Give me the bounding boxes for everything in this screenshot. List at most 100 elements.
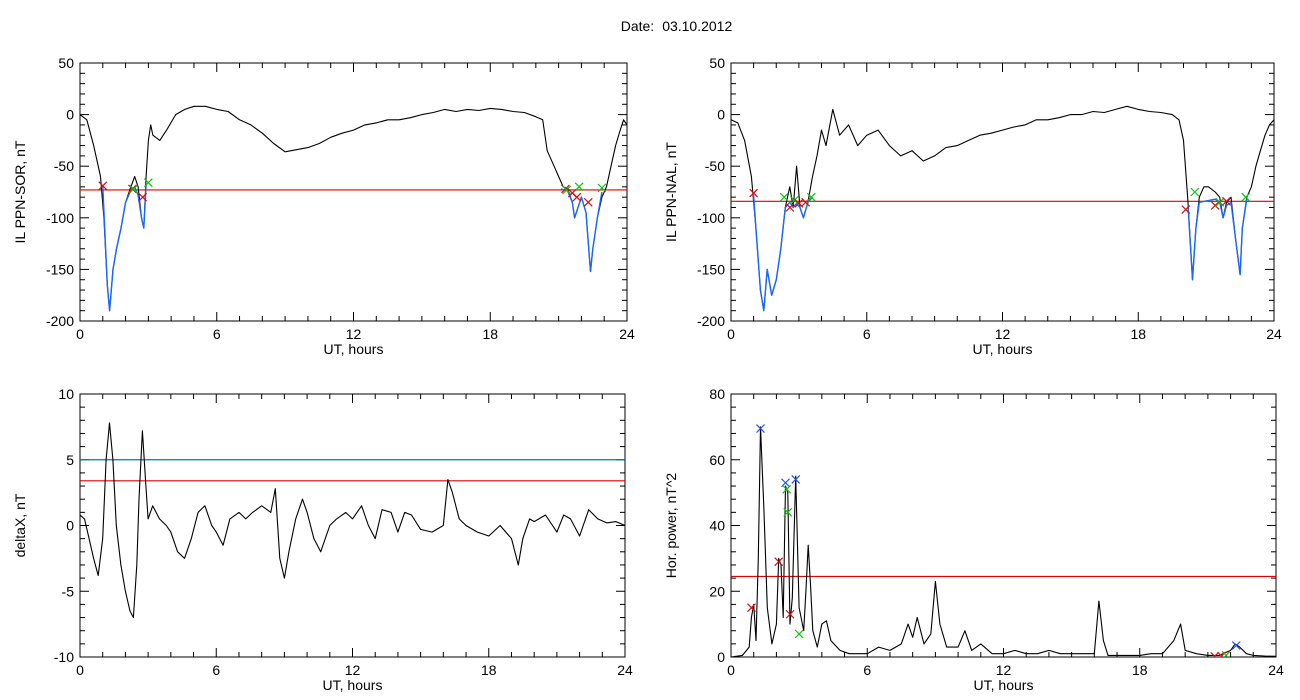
y-axis-label: deltaX, nT (12, 493, 28, 557)
y-tick-label: -200 (46, 313, 74, 329)
y-tick-label: -150 (697, 261, 725, 277)
x-tick-label: 18 (1130, 326, 1146, 342)
x-marker (783, 507, 793, 517)
x-axis-label: UT, hours (323, 677, 383, 693)
x-tick-label: 24 (1266, 326, 1282, 342)
y-tick-label: 10 (58, 386, 74, 402)
x-marker (138, 192, 148, 202)
plot-frame (79, 62, 628, 322)
x-marker (572, 192, 582, 202)
y-tick-label: 40 (709, 518, 725, 534)
highlight-series-line (102, 184, 147, 312)
y-tick-label: 0 (717, 649, 725, 665)
x-marker (774, 557, 784, 567)
chart-date-title: Date: 03.10.2012 (0, 18, 1300, 34)
highlight-series-line (752, 195, 814, 312)
x-marker (1210, 200, 1220, 210)
x-tick-label: 0 (727, 662, 735, 678)
y-tick-label: 60 (709, 452, 725, 468)
x-tick-label: 24 (617, 662, 633, 678)
y-tick-label: 0 (717, 107, 725, 123)
x-marker (785, 203, 795, 212)
y-axis-label: IL PPN-NAL, nT (663, 142, 679, 242)
date-value: 03.10.2012 (662, 18, 733, 34)
x-marker (779, 192, 789, 202)
x-tick-label: 0 (76, 662, 84, 678)
plot-frame (730, 62, 1275, 322)
x-axis-label: UT, hours (973, 341, 1033, 357)
y-tick-label: 5 (66, 452, 74, 468)
x-marker (785, 609, 795, 619)
x-marker (1241, 192, 1251, 202)
x-tick-label: 12 (996, 662, 1012, 678)
y-tick-label: -200 (697, 313, 725, 329)
y-tick-label: -150 (46, 261, 74, 277)
y-tick-label: -10 (54, 649, 74, 665)
x-marker (789, 195, 799, 205)
x-marker (597, 183, 607, 193)
y-axis-label: IL PPN-SOR, nT (12, 140, 28, 243)
x-marker (98, 181, 108, 191)
y-tick-label: -100 (697, 210, 725, 226)
chart-panel-1: 0 6 12 18 24 -200 -150 -100 -50 0 50 UT, hours IL PP… (12, 55, 635, 357)
x-axis-label: UT, hours (324, 341, 384, 357)
y-tick-label: 50 (58, 55, 74, 71)
chart-panel-4: 0 6 12 18 24 0 20 40 60 80 UT, hours Hor. power, nT… (663, 386, 1284, 693)
x-marker (1221, 650, 1231, 657)
y-tick-label: -5 (62, 583, 75, 599)
plot-frame (730, 393, 1277, 658)
x-tick-label: 6 (213, 326, 221, 342)
x-tick-label: 24 (619, 326, 635, 342)
x-marker (791, 475, 801, 484)
x-tick-label: 0 (76, 326, 84, 342)
x-marker (562, 185, 572, 195)
y-axis-label: Hor. power, nT^2 (663, 473, 679, 579)
x-marker (1190, 187, 1200, 197)
x-marker (794, 629, 804, 639)
x-marker (574, 182, 584, 192)
x-tick-label: 24 (1268, 662, 1284, 678)
data-series-line (731, 426, 1276, 657)
chart-panel-3: 0 6 12 18 24 -10 -5 0 5 10 UT, hours deltaX, nT (12, 386, 633, 693)
y-tick-label: -50 (54, 158, 74, 174)
y-tick-label: 0 (66, 518, 74, 534)
y-tick-label: 0 (66, 107, 74, 123)
x-marker (749, 188, 759, 198)
x-marker (143, 178, 153, 188)
x-marker (127, 184, 137, 194)
x-tick-label: 18 (481, 662, 497, 678)
x-tick-label: 18 (1132, 662, 1148, 678)
highlight-series-line (560, 188, 603, 273)
x-marker (756, 424, 765, 433)
date-label: Date: (620, 18, 655, 34)
x-marker (747, 603, 756, 613)
highlight-series-line (1187, 198, 1248, 281)
x-tick-label: 18 (482, 326, 498, 342)
x-marker (583, 197, 593, 207)
x-marker (129, 184, 138, 194)
x-tick-label: 6 (212, 662, 220, 678)
y-tick-label: -50 (705, 158, 725, 174)
x-axis-label: UT, hours (974, 677, 1034, 693)
x-marker (806, 192, 816, 202)
x-marker (782, 484, 792, 494)
y-tick-label: 20 (709, 583, 725, 599)
data-series-line (80, 422, 625, 619)
y-tick-label: 50 (709, 55, 725, 71)
x-marker (1222, 196, 1231, 206)
y-tick-label: 80 (709, 386, 725, 402)
x-tick-label: 12 (346, 326, 362, 342)
x-marker (1181, 205, 1191, 214)
data-series-line (80, 105, 627, 312)
x-marker (1210, 651, 1220, 657)
chart-panel-2: 0 6 12 18 24 -200 -150 -100 -50 0 50 UT, hours IL PP… (663, 55, 1282, 357)
x-tick-label: 6 (863, 662, 871, 678)
x-tick-label: 6 (863, 326, 871, 342)
x-marker (1231, 641, 1241, 650)
y-tick-label: -100 (46, 210, 74, 226)
x-tick-label: 12 (995, 326, 1011, 342)
x-tick-label: 0 (727, 326, 735, 342)
plot-frame (79, 393, 626, 658)
x-tick-label: 12 (345, 662, 361, 678)
